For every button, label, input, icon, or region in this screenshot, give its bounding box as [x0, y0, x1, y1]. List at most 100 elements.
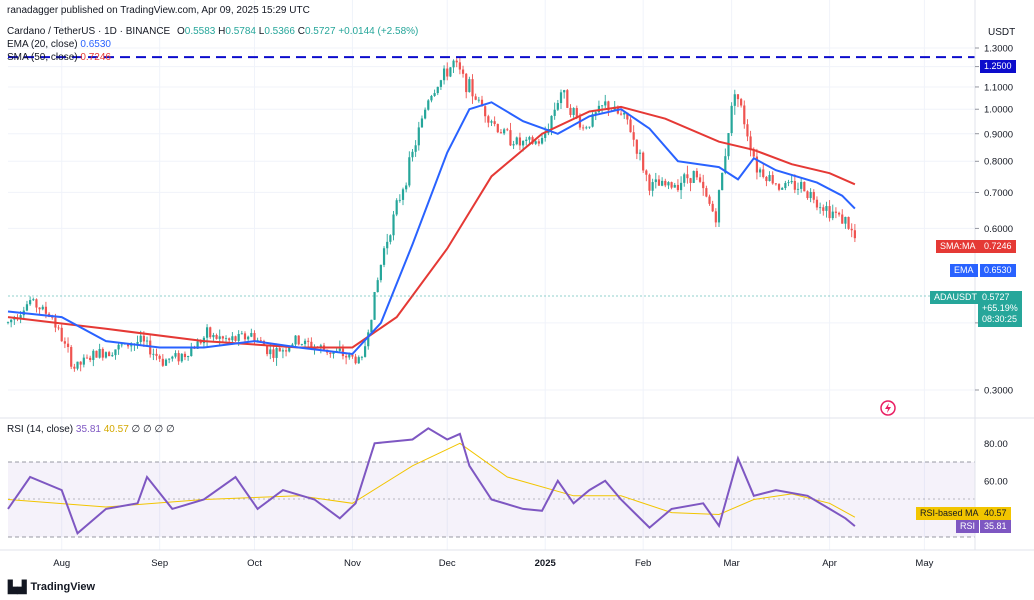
- resistance-tag: 1.2500: [980, 60, 1016, 73]
- price-tag-label: ADAUSDT: [930, 291, 982, 304]
- candle-body: [635, 139, 638, 154]
- alert-icon[interactable]: [880, 400, 896, 416]
- candle-body: [705, 188, 708, 197]
- candle-body: [205, 327, 209, 338]
- candle-body: [661, 180, 664, 186]
- candle-body: [446, 68, 449, 77]
- candle-body: [38, 307, 41, 310]
- time-tick-label: Oct: [247, 558, 262, 569]
- candles: [6, 56, 856, 372]
- candle-body: [250, 333, 253, 337]
- time-tick-label: 2025: [535, 558, 557, 569]
- candle-body: [758, 169, 762, 173]
- candle-body: [537, 141, 540, 144]
- candle-body: [812, 191, 815, 200]
- candle-body: [161, 358, 164, 366]
- candle-body: [740, 99, 743, 106]
- price-tick-label: 0.3000: [984, 386, 1013, 397]
- candle-body: [288, 346, 291, 352]
- candle-body: [177, 353, 180, 362]
- candle-body: [566, 90, 569, 108]
- time-tick-label: Aug: [53, 558, 70, 569]
- candle-body: [117, 344, 120, 350]
- candle-body: [92, 350, 95, 361]
- candle-body: [275, 348, 278, 358]
- sma-legend[interactable]: SMA (50, close) 0.7246: [7, 52, 111, 64]
- candle-body: [442, 68, 446, 81]
- candle-body: [408, 157, 411, 186]
- price-tick-label: 0.6000: [984, 224, 1013, 235]
- candle-body: [149, 340, 152, 355]
- candle-body: [834, 211, 838, 213]
- candle-body: [228, 338, 231, 341]
- candle-body: [338, 348, 341, 351]
- candle-body: [345, 356, 348, 358]
- symbol-name[interactable]: Cardano / TetherUS · 1D · BINANCE: [7, 26, 171, 37]
- candle-body: [822, 207, 825, 211]
- rsi-tick-label: 60.00: [984, 476, 1008, 487]
- candle-body: [259, 340, 262, 341]
- candle-body: [594, 112, 597, 115]
- candle-body: [145, 340, 149, 342]
- candle-body: [844, 216, 847, 224]
- candle-body: [724, 156, 727, 173]
- candle-body: [155, 353, 158, 356]
- candle-body: [297, 335, 300, 345]
- candle-body: [679, 182, 683, 191]
- candle-body: [32, 299, 35, 301]
- candle-body: [831, 211, 834, 219]
- rsi-ma-tag-value: 40.57: [980, 507, 1011, 520]
- price-tick-label: 1.3000: [984, 44, 1013, 55]
- candle-body: [158, 355, 161, 359]
- candle-body: [329, 352, 332, 354]
- price-tick-label: 0.9000: [984, 129, 1013, 140]
- candle-body: [395, 200, 398, 215]
- candle-body: [487, 116, 490, 123]
- candle-body: [414, 145, 417, 152]
- candle-body: [351, 354, 354, 357]
- candle-body: [420, 118, 424, 128]
- rsi-legend[interactable]: RSI (14, close) 35.81 40.57 ∅ ∅ ∅ ∅: [7, 424, 175, 436]
- candle-body: [790, 180, 793, 183]
- ema-line: [7, 101, 856, 356]
- candle-body: [281, 350, 285, 352]
- rsi-legend-extra: ∅ ∅ ∅ ∅: [131, 424, 175, 435]
- candle-body: [461, 69, 465, 74]
- candle-body: [619, 113, 623, 115]
- rsi-line: [7, 427, 856, 535]
- candle-body: [142, 335, 145, 342]
- sma-tag-value: 0.7246: [980, 240, 1016, 253]
- candle-body: [452, 60, 455, 68]
- candle-body: [765, 176, 768, 182]
- candle-body: [800, 181, 803, 189]
- ema-legend[interactable]: EMA (20, close) 0.6530: [7, 39, 111, 51]
- ohlc-h-label: H: [218, 26, 226, 37]
- tradingview-logo[interactable]: ▙▟ TradingView: [8, 580, 95, 594]
- sma-legend-value: 0.7246: [80, 52, 111, 63]
- candle-body: [234, 336, 237, 341]
- candle-body: [70, 347, 73, 367]
- candle-body: [777, 184, 781, 190]
- candle-body: [471, 79, 474, 97]
- candle-body: [670, 182, 673, 188]
- candle-body: [474, 96, 477, 100]
- candle-body: [139, 335, 142, 343]
- candle-body: [667, 182, 670, 186]
- candle-body: [63, 341, 66, 344]
- candle-body: [828, 206, 831, 219]
- candle-body: [755, 156, 759, 173]
- candle-body: [253, 333, 256, 342]
- candle-body: [506, 129, 509, 131]
- candle-body: [796, 188, 800, 190]
- candle-body: [101, 348, 104, 358]
- tradingview-logo-text: TradingView: [30, 581, 96, 593]
- candle-body: [569, 107, 572, 115]
- candle-body: [199, 341, 202, 344]
- candle-body: [850, 228, 853, 231]
- candle-body: [563, 90, 566, 93]
- ohlc-h: 0.5784: [225, 26, 256, 37]
- candle-body: [484, 106, 487, 117]
- time-tick-label: Sep: [151, 558, 168, 569]
- candle-body: [477, 99, 480, 101]
